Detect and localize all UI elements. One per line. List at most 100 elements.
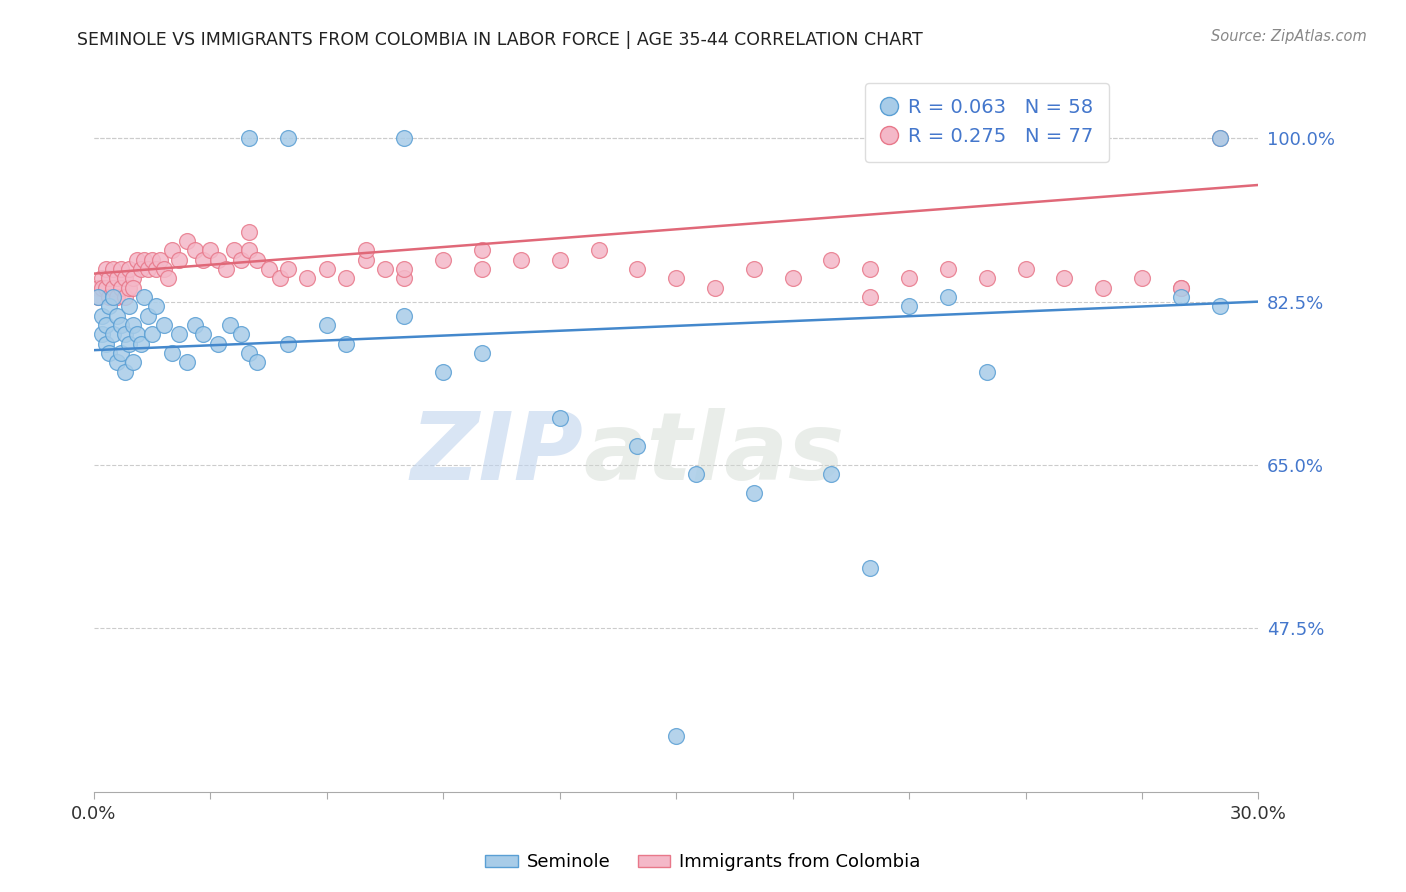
Point [354,244,377,258]
Point [114,290,136,304]
Point [257,262,280,277]
Point [277,262,299,277]
Point [90,280,112,294]
Point [94,318,117,332]
Point [976,365,998,379]
Point [141,252,163,267]
Point [315,262,337,277]
Point [125,327,148,342]
Point [145,262,167,277]
Point [246,355,269,369]
Point [335,271,357,285]
Point [1130,271,1153,285]
Point [1208,131,1230,145]
Point [238,346,260,360]
Point [432,252,454,267]
Point [118,299,141,313]
Point [160,244,183,258]
Legend: Seminole, Immigrants from Colombia: Seminole, Immigrants from Colombia [478,847,928,879]
Point [471,244,494,258]
Point [87,280,110,294]
Point [152,318,174,332]
Point [665,729,688,743]
Point [136,262,159,277]
Text: Source: ZipAtlas.com: Source: ZipAtlas.com [1211,29,1367,44]
Point [94,280,117,294]
Point [297,271,319,285]
Point [110,318,132,332]
Point [898,299,921,313]
Point [160,346,183,360]
Point [118,280,141,294]
Point [231,252,253,267]
Point [90,271,112,285]
Point [1170,280,1192,294]
Point [354,252,377,267]
Point [246,252,269,267]
Point [665,271,688,285]
Point [125,252,148,267]
Point [121,280,143,294]
Point [118,336,141,351]
Point [110,346,132,360]
Point [471,262,494,277]
Point [105,309,128,323]
Point [103,262,125,277]
Point [134,290,156,304]
Point [176,355,198,369]
Point [898,271,921,285]
Point [191,252,214,267]
Point [1208,131,1230,145]
Point [105,290,128,304]
Point [374,262,396,277]
Point [394,131,416,145]
Point [98,271,121,285]
Text: ZIP: ZIP [411,408,583,500]
Point [238,244,260,258]
Point [335,336,357,351]
Point [394,271,416,285]
Point [191,327,214,342]
Point [110,280,132,294]
Point [238,225,260,239]
Point [118,262,141,277]
Point [1053,271,1076,285]
Point [782,271,804,285]
Point [103,327,125,342]
Point [548,252,571,267]
Text: SEMINOLE VS IMMIGRANTS FROM COLOMBIA IN LABOR FORCE | AGE 35-44 CORRELATION CHAR: SEMINOLE VS IMMIGRANTS FROM COLOMBIA IN … [77,31,924,49]
Point [169,327,191,342]
Point [215,262,238,277]
Legend: R = 0.063   N = 58, R = 0.275   N = 77: R = 0.063 N = 58, R = 0.275 N = 77 [865,83,1109,161]
Point [859,290,882,304]
Point [742,262,765,277]
Point [110,262,132,277]
Point [136,309,159,323]
Point [1014,262,1036,277]
Point [277,131,299,145]
Point [1208,299,1230,313]
Point [134,252,156,267]
Point [87,290,110,304]
Point [820,467,842,482]
Point [685,467,707,482]
Point [184,244,207,258]
Point [548,411,571,425]
Point [87,290,110,304]
Text: atlas: atlas [583,408,844,500]
Point [231,327,253,342]
Point [207,252,229,267]
Point [394,309,416,323]
Point [90,327,112,342]
Point [269,271,291,285]
Point [277,336,299,351]
Point [936,290,959,304]
Point [200,244,222,258]
Point [1092,280,1115,294]
Point [859,560,882,574]
Point [94,262,117,277]
Point [626,262,648,277]
Point [98,346,121,360]
Point [394,262,416,277]
Point [121,318,143,332]
